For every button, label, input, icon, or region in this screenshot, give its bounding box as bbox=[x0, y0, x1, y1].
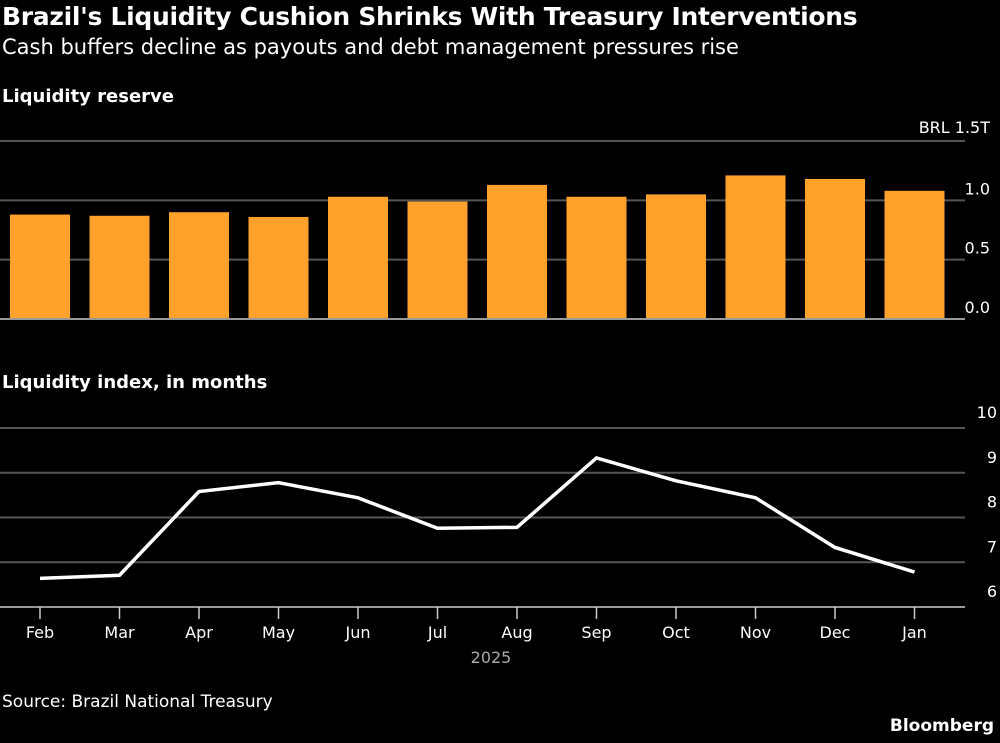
y-tick-label: 6 bbox=[987, 582, 997, 601]
bar-apr bbox=[169, 212, 229, 318]
y-tick-label: 8 bbox=[987, 493, 997, 512]
x-tick-label: Nov bbox=[740, 623, 771, 642]
bar-dec bbox=[805, 178, 865, 318]
liquidity-index-line bbox=[39, 456, 916, 581]
bar-jun bbox=[328, 196, 388, 318]
x-tick-label: Mar bbox=[104, 623, 135, 642]
bar-nov bbox=[725, 175, 786, 318]
x-axis-year-label: 2025 bbox=[471, 648, 512, 667]
bar-jan bbox=[884, 190, 945, 318]
y-tick-label: 9 bbox=[987, 448, 997, 467]
source-note: Source: Brazil National Treasury bbox=[2, 692, 273, 712]
x-tick-label: Jun bbox=[345, 623, 371, 642]
y-tick-label: 0.0 bbox=[965, 298, 990, 317]
bloomberg-logo: Bloomberg bbox=[889, 716, 994, 736]
x-tick-label: Jul bbox=[427, 623, 447, 642]
bar-feb bbox=[10, 214, 70, 318]
x-tick-label: Jan bbox=[901, 623, 927, 642]
x-tick-label: Feb bbox=[26, 623, 54, 642]
bar-sep bbox=[566, 196, 627, 318]
y-tick-label: 7 bbox=[987, 537, 997, 556]
chart-subtitle: Cash buffers decline as payouts and debt… bbox=[2, 35, 739, 59]
bar-may bbox=[248, 216, 309, 318]
bar-mar bbox=[89, 215, 150, 318]
line-chart-title: Liquidity index, in months bbox=[2, 372, 268, 393]
bar-jul bbox=[407, 201, 468, 318]
bar-chart-title: Liquidity reserve bbox=[2, 86, 174, 107]
x-tick-label: Oct bbox=[662, 623, 690, 642]
unit-label: BRL 1.5T bbox=[919, 118, 991, 137]
x-tick-label: Apr bbox=[185, 623, 213, 642]
x-tick-label: Aug bbox=[501, 623, 532, 642]
x-tick-label: Dec bbox=[820, 623, 851, 642]
chart-title: Brazil's Liquidity Cushion Shrinks With … bbox=[2, 2, 858, 31]
y-tick-label: 10 bbox=[977, 403, 997, 422]
bar-oct bbox=[646, 194, 706, 318]
x-tick-label: Sep bbox=[581, 623, 611, 642]
bar-aug bbox=[487, 184, 547, 318]
y-tick-label: 0.5 bbox=[965, 239, 990, 258]
x-tick-label: May bbox=[262, 623, 295, 642]
y-tick-label: 1.0 bbox=[965, 179, 990, 198]
